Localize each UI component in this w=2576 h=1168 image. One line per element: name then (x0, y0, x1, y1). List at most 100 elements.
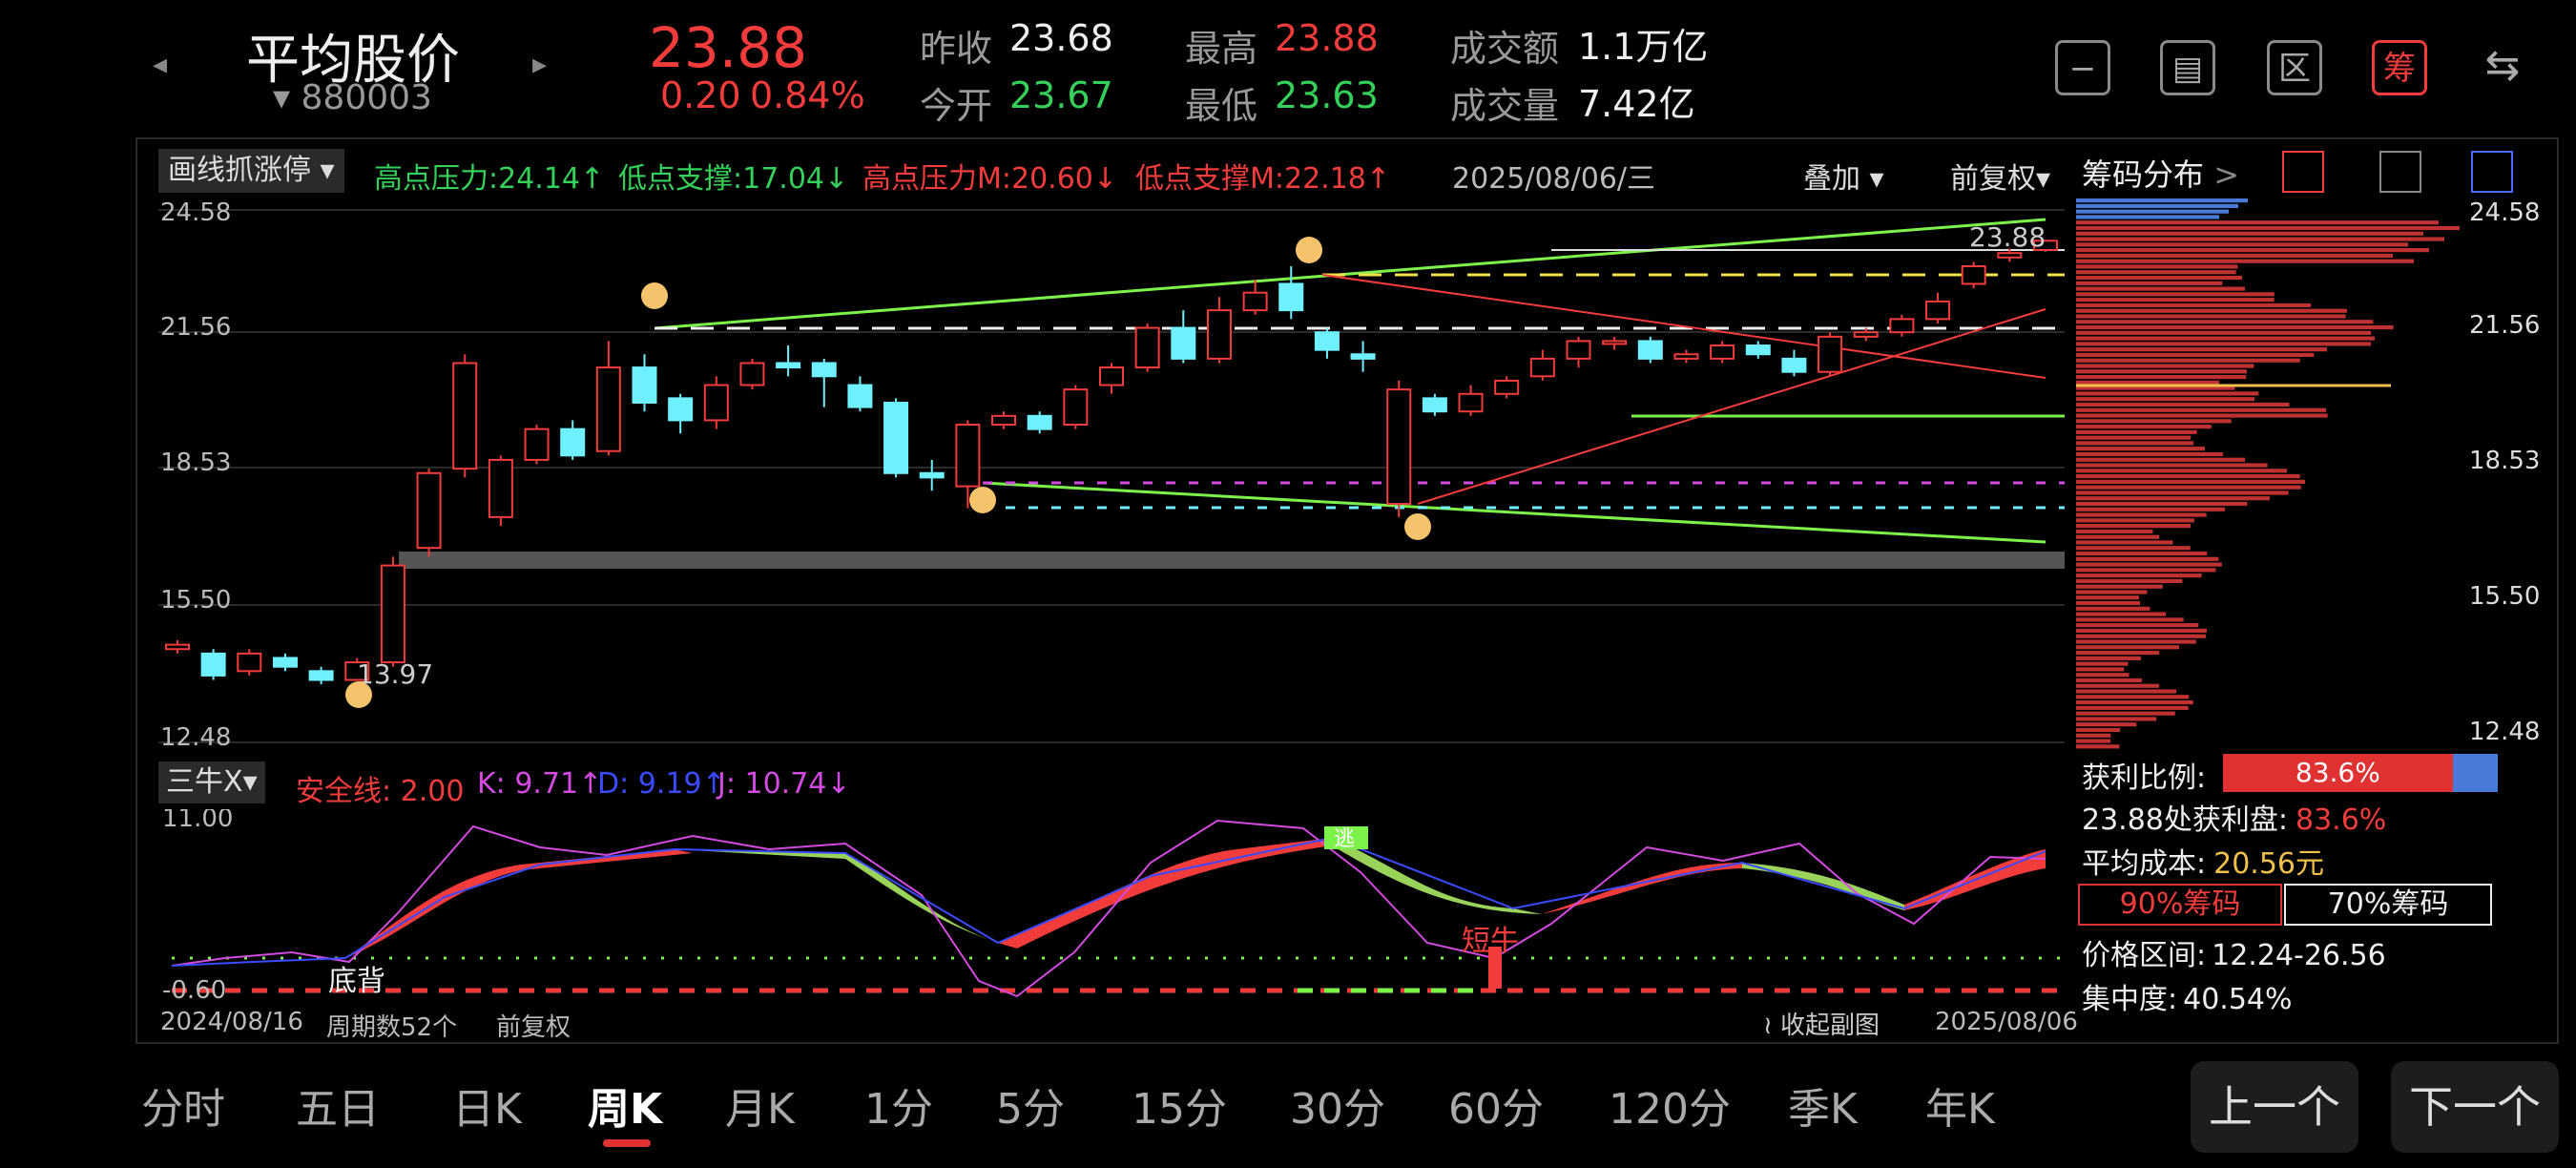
candle (847, 376, 873, 412)
tab-7[interactable]: 15分 (1132, 1085, 1227, 1134)
chip-bar (2076, 281, 2223, 285)
prev-close-value: 23.68 (1009, 17, 1113, 59)
sub-bottom-value: -0.60 (162, 976, 226, 1005)
candle (1314, 327, 1340, 359)
candle (1529, 349, 1555, 381)
candle (1350, 341, 1376, 372)
chip-bar (2076, 612, 2167, 616)
hand-up-icon (641, 282, 668, 309)
minus-icon[interactable]: − (2055, 40, 2110, 95)
candlestick-chart[interactable]: 13.97 23.88 (158, 197, 2065, 750)
chip-bar (2076, 330, 2372, 335)
chip-bar (2076, 402, 2290, 407)
kdj-oscillator-chart[interactable]: 逃 短牛 底背 11.00 -0.60 (158, 809, 2065, 1006)
chip-bar (2076, 474, 2300, 479)
tab-11[interactable]: 季K (1788, 1085, 1858, 1134)
chip-bar (2076, 678, 2143, 683)
chip-bar (2076, 259, 2414, 263)
tab-0[interactable]: 分时 (141, 1085, 225, 1134)
hand-down-icon (969, 487, 996, 513)
chip-bar (2076, 661, 2129, 666)
range-icon[interactable]: 区 (2267, 40, 2322, 95)
chip-bar (2076, 628, 2207, 634)
chip-mode-fire-icon[interactable] (2379, 151, 2421, 193)
chip70-button[interactable]: 70%筹码 (2284, 884, 2492, 926)
kdj-band-up (345, 849, 693, 958)
high-pressure-m: 高点压力M:20.60↓ (862, 162, 1118, 196)
kdj-band-up (998, 838, 1332, 949)
chip-bar (2076, 490, 2289, 495)
active-tab-underline (603, 1139, 651, 1147)
chips-title: 筹码分布 (2082, 156, 2205, 193)
tab-2[interactable]: 日K (452, 1085, 522, 1134)
chip90-button[interactable]: 90%筹码 (2078, 884, 2282, 926)
chip-mode-blue-icon[interactable] (2471, 151, 2513, 193)
adjust-dropdown[interactable]: 前复权▾ (1950, 162, 2051, 196)
tab-9[interactable]: 60分 (1448, 1085, 1544, 1134)
switch-icon[interactable]: ⇆ (2484, 41, 2521, 90)
overlay-dropdown[interactable]: 叠加 ▾ (1803, 162, 1884, 196)
avg-cost-value: 20.56元 (2213, 847, 2324, 881)
chip-bar (2076, 275, 2243, 281)
tab-12[interactable]: 年K (1925, 1085, 1995, 1134)
chip-bar (2076, 463, 2268, 468)
drawing-tool-dropdown[interactable]: 画线抓涨停 ▾ (158, 149, 344, 193)
chip-bar (2076, 447, 2205, 451)
tab-4[interactable]: 月K (725, 1085, 795, 1134)
chip-mode-bars-icon[interactable] (2282, 151, 2324, 193)
collapse-label: 收起副图 (1780, 1012, 1880, 1040)
prev-stock-arrow[interactable]: ◂ (153, 48, 168, 81)
candle (739, 358, 765, 390)
sub-indicator-dropdown[interactable]: 三牛X▾ (158, 761, 265, 803)
chip-bar (2076, 347, 2327, 352)
tab-5[interactable]: 1分 (864, 1085, 933, 1134)
chip-bar (2076, 220, 2439, 225)
chip-bar (2076, 364, 2254, 368)
chip-bar (2076, 248, 2429, 253)
chip-bar (2076, 314, 2346, 319)
high-pressure: 高点压力:24.14↑ (374, 162, 605, 196)
short-bull-label: 短牛 (1462, 925, 1519, 958)
tab-3[interactable]: 周K (588, 1085, 663, 1134)
concentration-label: 集中度: (2082, 983, 2178, 1016)
next-stock-arrow[interactable]: ▸ (532, 48, 548, 81)
tab-6[interactable]: 5分 (996, 1085, 1065, 1134)
tab-10[interactable]: 120分 (1609, 1085, 1731, 1134)
chip-bar (2076, 198, 2248, 203)
chip-bar (2076, 391, 2259, 396)
price-tick: 15.50 (160, 586, 232, 615)
chip-bar (2076, 556, 2219, 561)
chips-icon[interactable]: 筹 (2372, 40, 2427, 95)
upper-trendline (654, 218, 2046, 330)
profit-ratio-bar: 83.6% (2223, 754, 2498, 792)
chip-bar (2076, 441, 2194, 446)
candle (668, 393, 694, 434)
chip-bar (2076, 429, 2197, 434)
collapse-subchart-button[interactable]: ≀ 收起副图 (1763, 1012, 1880, 1040)
layout-icon[interactable]: ▤ (2160, 40, 2215, 95)
low-value: 23.63 (1275, 74, 1379, 116)
chip-bar (2076, 507, 2226, 511)
chips-panel-title[interactable]: 筹码分布 > (2082, 151, 2239, 195)
chip-bar (2076, 546, 2191, 551)
chip-bar (2076, 292, 2275, 297)
chip-bar (2076, 419, 2232, 424)
support-band (399, 552, 2065, 569)
candle (452, 354, 478, 478)
chip-bar (2076, 374, 2247, 380)
overlay-label: 叠加 (1803, 162, 1860, 196)
chip-bar (2076, 667, 2125, 672)
tab-8[interactable]: 30分 (1290, 1085, 1385, 1134)
next-button[interactable]: 下一个 (2391, 1061, 2559, 1153)
candle (1853, 327, 1879, 342)
low-support-m: 低点支撑M:22.18↑ (1135, 162, 1391, 196)
avg-cost: 平均成本: 20.56元 (2082, 840, 2324, 882)
prev-button[interactable]: 上一个 (2191, 1061, 2358, 1153)
price-change: 0.20 (660, 74, 741, 116)
stock-code-dropdown[interactable]: ▾ 880003 (273, 78, 432, 117)
bottom-divergence-label: 底背 (328, 965, 385, 998)
chip-bar (2076, 308, 2347, 313)
candle (1386, 380, 1412, 517)
tab-1[interactable]: 五日 (296, 1085, 380, 1134)
candle (237, 649, 262, 676)
